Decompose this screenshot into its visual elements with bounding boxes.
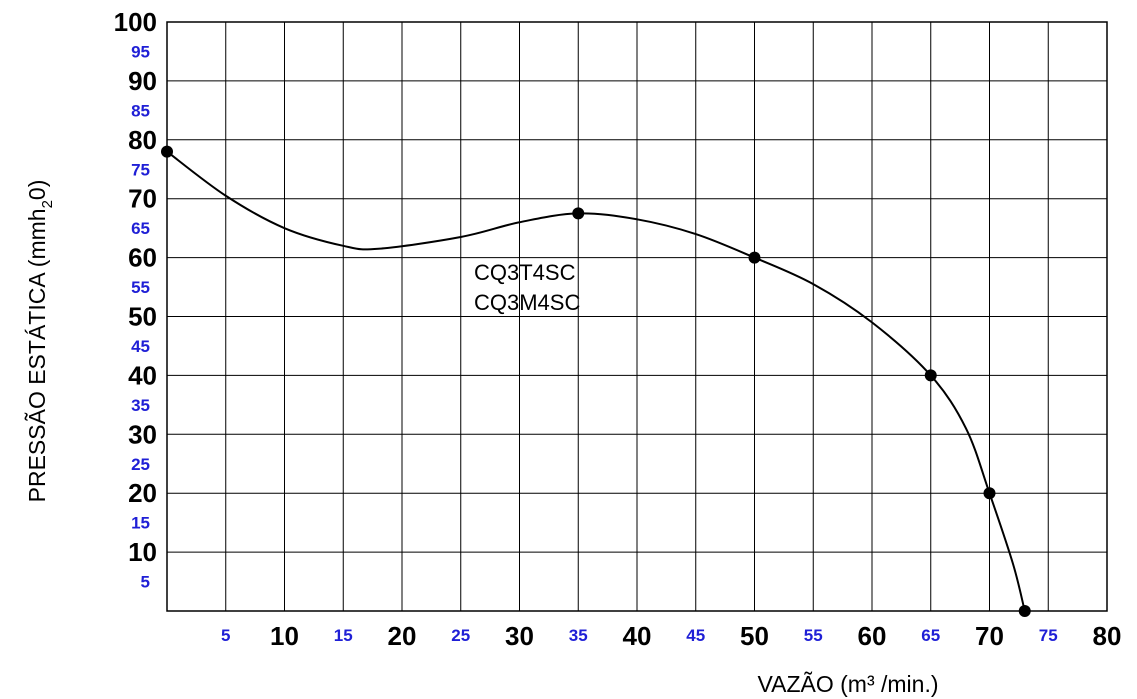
tick-labels: 10 20 30 40 50 60 70 80 5 15 25 35 45 55 65 75 10 20 30 40 5… xyxy=(114,7,1122,651)
tick-label: 55 xyxy=(131,278,150,297)
y-axis-title-subscript: 2 xyxy=(39,200,56,208)
tick-label: 75 xyxy=(131,160,150,179)
tick-label: 30 xyxy=(505,621,534,651)
data-points xyxy=(161,145,1031,617)
data-point xyxy=(161,145,173,158)
data-point xyxy=(1018,605,1031,617)
tick-label: 90 xyxy=(128,66,157,96)
tick-label: 50 xyxy=(740,621,769,651)
tick-label: 75 xyxy=(1039,626,1058,645)
tick-label: 70 xyxy=(128,184,157,214)
tick-label: 10 xyxy=(270,621,299,651)
tick-label: 10 xyxy=(128,537,157,567)
tick-label: 80 xyxy=(128,125,157,155)
model-annotation: CQ3T4SC CQ3M4SC xyxy=(474,260,580,315)
tick-label: 30 xyxy=(128,419,157,449)
tick-label: 20 xyxy=(388,621,417,651)
data-point xyxy=(572,207,585,220)
tick-label: 15 xyxy=(334,626,353,645)
tick-label: 60 xyxy=(858,621,887,651)
plot-border xyxy=(166,21,1108,612)
tick-label: 65 xyxy=(921,626,940,645)
tick-label: 40 xyxy=(623,621,652,651)
y-axis-title-end: 0) xyxy=(24,180,50,200)
tick-label: 50 xyxy=(128,302,157,332)
grid xyxy=(166,21,1108,612)
tick-label: 5 xyxy=(141,573,150,592)
tick-label: 70 xyxy=(975,621,1004,651)
y-axis-title: PRESSÃO ESTÁTICA (mmh20) xyxy=(24,180,56,503)
series-line xyxy=(166,150,1026,612)
tick-label: 45 xyxy=(131,337,150,356)
annotation-line-1: CQ3T4SC xyxy=(474,260,576,285)
x-axis-title: VAZÃO (m³ /min.) xyxy=(757,671,938,697)
data-point xyxy=(748,251,761,264)
tick-label: 85 xyxy=(131,101,150,120)
tick-label: 55 xyxy=(804,626,823,645)
data-point xyxy=(983,487,996,500)
tick-label: 60 xyxy=(128,243,157,273)
tick-label: 25 xyxy=(131,455,150,474)
tick-label: 45 xyxy=(686,626,705,645)
y-axis-title-main: PRESSÃO ESTÁTICA (mmh xyxy=(24,208,50,502)
tick-label: 35 xyxy=(131,396,150,415)
annotation-line-2: CQ3M4SC xyxy=(474,290,580,315)
tick-label: 15 xyxy=(131,514,150,533)
tick-label: 5 xyxy=(221,626,230,645)
tick-label: 65 xyxy=(131,219,150,238)
tick-label: 80 xyxy=(1093,621,1122,651)
tick-label: 95 xyxy=(131,42,150,61)
data-point xyxy=(924,369,937,382)
tick-label: 35 xyxy=(569,626,588,645)
tick-label: 40 xyxy=(128,360,157,390)
tick-label: 25 xyxy=(451,626,470,645)
tick-label: 20 xyxy=(128,478,157,508)
tick-label: 100 xyxy=(114,7,157,37)
